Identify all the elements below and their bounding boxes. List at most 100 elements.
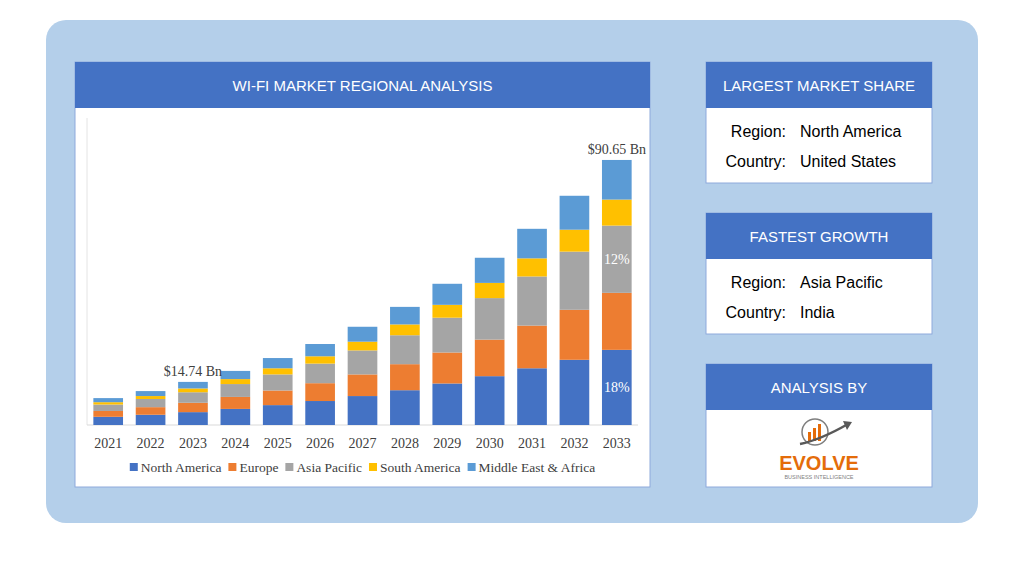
- y-axis-line: [87, 118, 88, 425]
- bar-segment: [136, 415, 166, 425]
- bar-segment: [178, 388, 208, 392]
- legend-swatch: [369, 463, 377, 471]
- bar-segment: [432, 352, 462, 383]
- logo-subtext: BUSINESS INTELLIGENCE: [784, 474, 853, 480]
- bar-segment: [560, 310, 590, 360]
- legend-label: Middle East & Africa: [479, 460, 596, 475]
- bar-segment: [602, 293, 632, 350]
- bar-segment: [136, 407, 166, 415]
- x-tick-label: 2021: [94, 436, 122, 451]
- annotation: $90.65 Bn: [588, 142, 646, 157]
- annotation: 18%: [604, 380, 630, 395]
- annotation: $14.74 Bn: [164, 364, 222, 379]
- chart-box: [75, 62, 650, 487]
- bar-segment: [475, 258, 505, 283]
- x-tick-label: 2024: [221, 436, 249, 451]
- analysis-panel: [706, 364, 932, 487]
- bar-segment: [517, 276, 547, 325]
- legend-swatch: [228, 463, 236, 471]
- info-panel: [706, 62, 932, 183]
- annotation: 12%: [604, 252, 630, 267]
- x-tick-label: 2033: [603, 436, 631, 451]
- info-label: Country:: [726, 153, 786, 170]
- info-panel-header: [706, 62, 932, 108]
- x-tick-label: 2025: [264, 436, 292, 451]
- bars: [93, 160, 631, 425]
- logo-text: EVOLVE: [779, 452, 859, 474]
- bar-segment: [517, 368, 547, 425]
- x-tick-label: 2031: [518, 436, 546, 451]
- analysis-panel-title: ANALYSIS BY: [771, 379, 867, 396]
- bar-segment: [560, 230, 590, 252]
- logo-bar: [808, 432, 811, 441]
- bar-segment: [560, 360, 590, 425]
- bar-segment: [348, 342, 378, 351]
- info-panel-header: [706, 213, 932, 259]
- bar-segment: [602, 160, 632, 200]
- bar-segment: [432, 318, 462, 353]
- bar-segment: [136, 391, 166, 396]
- bar-segment: [432, 305, 462, 318]
- bar-segment: [390, 324, 420, 335]
- legend: North AmericaEuropeAsia PacificSouth Ame…: [130, 460, 595, 475]
- bar-segment: [93, 398, 123, 402]
- logo-icon: [800, 419, 852, 445]
- info-label: Region:: [731, 274, 786, 291]
- bar-segment: [305, 383, 335, 401]
- chart-header: [75, 62, 650, 108]
- bar-segment: [305, 356, 335, 363]
- bar-segment: [221, 371, 251, 379]
- legend-swatch: [130, 463, 138, 471]
- bar-segment: [560, 252, 590, 310]
- bar-segment: [263, 405, 293, 425]
- x-tick-label: 2026: [306, 436, 334, 451]
- bar-segment: [178, 382, 208, 389]
- bar-segment: [221, 384, 251, 397]
- bar-segment: [475, 298, 505, 340]
- bar-segment: [263, 368, 293, 374]
- background-panel: [46, 20, 978, 523]
- bar-segment: [602, 200, 632, 226]
- bar-segment: [390, 364, 420, 390]
- bar-segment: [517, 258, 547, 276]
- bar-segment: [390, 307, 420, 325]
- bar-segment: [432, 284, 462, 305]
- bar-segment: [305, 364, 335, 384]
- bar-segment: [221, 379, 251, 384]
- info-value: United States: [800, 153, 896, 170]
- bar-segment: [475, 376, 505, 425]
- legend-label: South America: [380, 460, 461, 475]
- bar-segment: [390, 335, 420, 364]
- chart-title: WI-FI MARKET REGIONAL ANALYSIS: [233, 77, 493, 94]
- bar-segment: [432, 383, 462, 425]
- bar-segment: [221, 409, 251, 425]
- legend-label: Asia Pacific: [296, 460, 362, 475]
- bar-segment: [93, 402, 123, 404]
- bar-segment: [348, 396, 378, 425]
- legend-swatch: [468, 463, 476, 471]
- x-tick-label: 2022: [137, 436, 165, 451]
- bar-segment: [178, 403, 208, 412]
- info-value: India: [800, 304, 835, 321]
- info-panel-title: FASTEST GROWTH: [750, 228, 889, 245]
- bar-segment: [305, 401, 335, 425]
- bar-segment: [560, 196, 590, 230]
- bar-segment: [263, 390, 293, 405]
- analysis-panel-header: [706, 364, 932, 410]
- info-label: Country:: [726, 304, 786, 321]
- bar-segment: [475, 283, 505, 298]
- bar-segment: [517, 326, 547, 369]
- info-panel: [706, 213, 932, 334]
- info-label: Region:: [731, 123, 786, 140]
- bar-segment: [348, 350, 378, 374]
- bar-segment: [93, 405, 123, 411]
- bar-segment: [602, 226, 632, 293]
- logo-arrow: [800, 424, 848, 444]
- info-value: North America: [800, 123, 901, 140]
- bar-segment: [263, 358, 293, 368]
- bar-segment: [93, 411, 123, 417]
- bar-segment: [475, 340, 505, 377]
- bar-segment: [178, 412, 208, 425]
- x-tick-label: 2030: [476, 436, 504, 451]
- bar-segment: [305, 344, 335, 356]
